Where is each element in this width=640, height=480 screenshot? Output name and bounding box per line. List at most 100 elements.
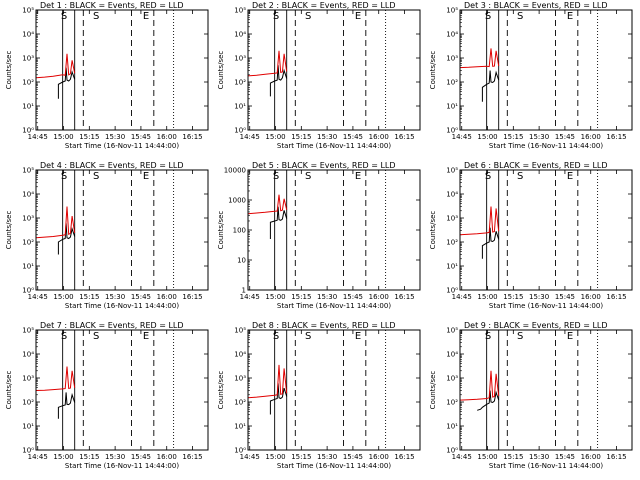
x-axis-label: Start Time (16-Nov-11 14:44:00) bbox=[277, 462, 391, 470]
y-axis-label: Counts/sec bbox=[429, 371, 437, 410]
y-tick-label: 10⁵ bbox=[22, 327, 34, 335]
y-tick-label: 10⁴ bbox=[446, 351, 458, 359]
chart-panel-det-5: Det 5 : BLACK = Events, RED = LLD 1 10 100 1… bbox=[217, 161, 421, 310]
x-tick-label: 15:45 bbox=[131, 133, 151, 141]
y-tick-label: 10⁵ bbox=[446, 7, 458, 15]
x-tick-label: 15:00 bbox=[477, 293, 497, 301]
y-tick-label: 10¹ bbox=[446, 103, 458, 111]
marker-s: S bbox=[93, 11, 99, 22]
x-tick-label: 15:45 bbox=[131, 293, 151, 301]
x-tick-label: 16:15 bbox=[606, 453, 626, 461]
y-tick-label: 10⁰ bbox=[22, 447, 34, 455]
y-tick-label: 10⁴ bbox=[22, 31, 34, 39]
marker-s: S bbox=[485, 11, 491, 22]
x-axis-label: Start Time (16-Nov-11 14:44:00) bbox=[277, 142, 391, 150]
marker-s: S bbox=[485, 331, 491, 342]
y-tick-label: 10⁵ bbox=[234, 7, 246, 15]
x-tick-label: 16:15 bbox=[394, 293, 414, 301]
chart-panel-det-9: Det 9 : BLACK = Events, RED = LLD 10⁰ 10¹ 1… bbox=[429, 321, 633, 470]
x-tick-label: 15:15 bbox=[79, 453, 99, 461]
y-tick-label: 10² bbox=[22, 239, 34, 247]
marker-s: S bbox=[93, 171, 99, 182]
y-tick-label: 10⁰ bbox=[234, 127, 246, 135]
panel-title: Det 2 : BLACK = Events, RED = LLD bbox=[252, 1, 396, 10]
x-tick-label: 15:30 bbox=[105, 453, 125, 461]
series-events-line bbox=[269, 206, 288, 239]
x-tick-label: 15:45 bbox=[343, 133, 363, 141]
x-tick-label: 15:45 bbox=[343, 293, 363, 301]
x-tick-label: 16:00 bbox=[581, 133, 601, 141]
chart-panel-det-4: Det 4 : BLACK = Events, RED = LLD 10⁰ 10¹ 1… bbox=[5, 161, 209, 310]
y-tick-label: 10³ bbox=[446, 375, 458, 383]
x-tick-label: 14:45 bbox=[240, 293, 260, 301]
panel-title: Det 1 : BLACK = Events, RED = LLD bbox=[40, 1, 184, 10]
marker-s: S bbox=[517, 171, 523, 182]
y-tick-label: 10³ bbox=[22, 55, 34, 63]
chart-panel-det-3: Det 3 : BLACK = Events, RED = LLD 10⁰ 10¹ 1… bbox=[429, 1, 633, 150]
chart-panel-det-1: Det 1 : BLACK = Events, RED = LLD 10⁰ 10¹ 1… bbox=[5, 1, 209, 150]
chart-panel-det-2: Det 2 : BLACK = Events, RED = LLD 10⁰ 10¹ 1… bbox=[217, 1, 421, 150]
y-tick-label: 10¹ bbox=[22, 423, 34, 431]
y-tick-label: 10000 bbox=[224, 167, 246, 175]
x-tick-label: 15:15 bbox=[79, 133, 99, 141]
x-tick-label: 16:15 bbox=[606, 133, 626, 141]
panel-title: Det 9 : BLACK = Events, RED = LLD bbox=[464, 321, 608, 330]
plot-frame bbox=[35, 329, 209, 451]
x-tick-label: 14:45 bbox=[452, 453, 472, 461]
plot-frame bbox=[459, 169, 633, 291]
series-events-line bbox=[57, 67, 76, 99]
x-tick-label: 16:00 bbox=[369, 453, 389, 461]
x-tick-label: 16:15 bbox=[394, 133, 414, 141]
x-tick-label: 16:15 bbox=[606, 293, 626, 301]
marker-s: S bbox=[61, 11, 67, 22]
y-axis-label: Counts/sec bbox=[429, 211, 437, 250]
marker-s: S bbox=[305, 331, 311, 342]
y-tick-label: 10⁵ bbox=[234, 327, 246, 335]
series-events-line bbox=[477, 390, 500, 411]
y-tick-label: 10⁴ bbox=[446, 191, 458, 199]
marker-e: E bbox=[567, 171, 573, 182]
chart-panel-det-6: Det 6 : BLACK = Events, RED = LLD 10⁰ 10¹ 1… bbox=[429, 161, 633, 310]
y-tick-label: 10⁵ bbox=[22, 7, 34, 15]
series-lld-line bbox=[35, 53, 76, 79]
panel-title: Det 4 : BLACK = Events, RED = LLD bbox=[40, 161, 184, 170]
x-tick-label: 16:00 bbox=[369, 293, 389, 301]
x-tick-label: 15:15 bbox=[291, 133, 311, 141]
x-tick-label: 16:00 bbox=[157, 453, 177, 461]
marker-s: S bbox=[61, 171, 67, 182]
x-tick-label: 16:15 bbox=[182, 133, 202, 141]
y-tick-label: 10² bbox=[234, 79, 246, 87]
x-tick-label: 15:30 bbox=[105, 133, 125, 141]
series-events-line bbox=[269, 383, 288, 415]
y-tick-label: 10¹ bbox=[22, 103, 34, 111]
x-tick-label: 15:00 bbox=[53, 293, 73, 301]
y-tick-label: 1 bbox=[242, 287, 246, 295]
marker-e: E bbox=[355, 11, 361, 22]
plot-frame bbox=[35, 9, 209, 131]
marker-e: E bbox=[143, 11, 149, 22]
y-axis-label: Counts/sec bbox=[5, 371, 13, 410]
y-tick-label: 10¹ bbox=[22, 263, 34, 271]
y-tick-label: 10³ bbox=[22, 375, 34, 383]
marker-e: E bbox=[143, 171, 149, 182]
x-tick-label: 15:15 bbox=[291, 453, 311, 461]
x-axis-label: Start Time (16-Nov-11 14:44:00) bbox=[277, 302, 391, 310]
marker-s: S bbox=[93, 331, 99, 342]
y-tick-label: 10⁵ bbox=[22, 167, 34, 175]
x-tick-label: 14:45 bbox=[28, 133, 48, 141]
x-axis-label: Start Time (16-Nov-11 14:44:00) bbox=[489, 302, 603, 310]
marker-s: S bbox=[305, 171, 311, 182]
x-tick-label: 15:30 bbox=[529, 133, 549, 141]
y-tick-label: 10⁰ bbox=[234, 447, 246, 455]
x-tick-label: 16:15 bbox=[394, 453, 414, 461]
y-tick-label: 10⁰ bbox=[446, 447, 458, 455]
plot-frame bbox=[459, 9, 633, 131]
y-axis-label: Counts/sec bbox=[217, 51, 225, 90]
marker-s: S bbox=[485, 171, 491, 182]
x-tick-label: 16:00 bbox=[157, 293, 177, 301]
x-tick-label: 14:45 bbox=[28, 453, 48, 461]
x-axis-label: Start Time (16-Nov-11 14:44:00) bbox=[65, 462, 179, 470]
x-tick-label: 14:45 bbox=[28, 293, 48, 301]
series-lld-line bbox=[35, 366, 76, 391]
